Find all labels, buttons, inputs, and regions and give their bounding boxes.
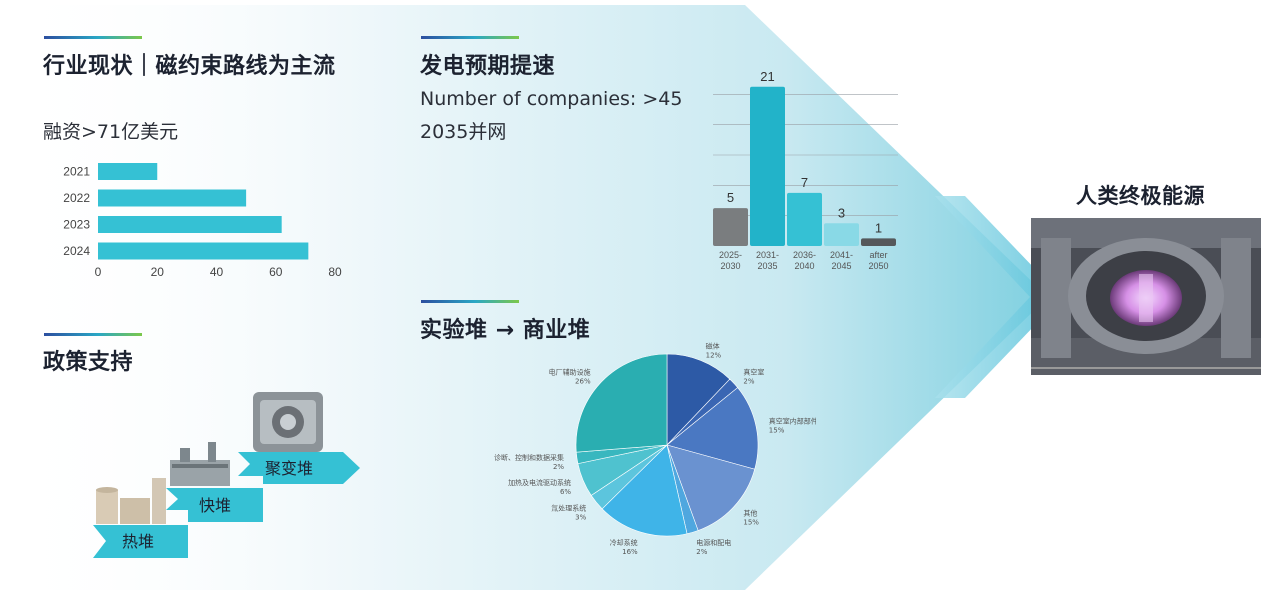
companies-period-label: 2050 (868, 261, 888, 271)
policy-title: 政策支持 (43, 350, 134, 375)
market-accent-bar (44, 36, 142, 39)
pie-slice-percent: 3% (575, 514, 586, 522)
companies-value-label: 3 (838, 205, 845, 220)
funding-year-label: 2024 (63, 244, 90, 258)
companies-bar (861, 238, 896, 246)
reactor-title: 实验堆 → 商业堆 (420, 318, 591, 343)
companies-value-label: 21 (760, 69, 774, 84)
companies-bar (750, 86, 785, 246)
pie-slice-percent: 15% (769, 427, 785, 435)
pie-slice-percent: 6% (560, 488, 571, 496)
funding-bar (98, 189, 247, 207)
thermal-plant-illustration (96, 478, 166, 524)
reactor-accent-bar (421, 300, 519, 303)
funding-bar-chart: 2021 2022 2023 2024 0 20 40 60 80 (63, 163, 342, 279)
funding-bar (98, 242, 309, 260)
companies-value-label: 5 (727, 190, 734, 205)
policy-accent-bar (44, 333, 142, 336)
pie-slice (575, 353, 668, 453)
energy-title: 人类终极能源 (1076, 184, 1205, 208)
fast-reactor-illustration (170, 442, 230, 486)
funding-axis-tick: 80 (328, 265, 342, 279)
pie-slice-percent: 16% (622, 548, 638, 555)
stair-label-fusion: 聚变堆 (265, 459, 313, 478)
pie-slice-label: 电厂辅助设施 (549, 367, 591, 376)
companies-period-label: 2035 (757, 261, 777, 271)
funding-axis-tick: 20 (151, 265, 165, 279)
pie-slice-percent: 2% (553, 463, 564, 471)
companies-period-label: 2040 (794, 261, 814, 271)
funding-axis-tick: 40 (210, 265, 224, 279)
pie-slice-label: 诊断、控制和数据采集 (494, 453, 564, 462)
pie-slice (666, 444, 756, 531)
pie-slice-label: 真空室内部部件 (769, 417, 816, 426)
power-grid-year: 2035并网 (420, 121, 507, 143)
funding-year-label: 2023 (63, 218, 90, 232)
power-companies: Number of companies: >45 (420, 88, 683, 110)
companies-bar-chart: 5 2025-2030 21 2031-2035 7 2036-2040 3 2041-204… (713, 69, 898, 271)
pie-slice-label: 其他 (743, 509, 757, 518)
market-title: 行业现状｜磁约束路线为主流 (43, 54, 336, 79)
step-fusion (238, 452, 360, 484)
companies-bar (824, 223, 859, 246)
power-title: 发电预期提速 (420, 54, 556, 79)
companies-period-label: 2045 (831, 261, 851, 271)
pie-slice (601, 444, 688, 537)
funding-bar (98, 163, 158, 180)
pie-slice-label: 冷却系统 (610, 538, 638, 547)
pie-slice-percent: 12% (706, 351, 722, 359)
funding-year-label: 2022 (63, 191, 90, 205)
pie-slice (666, 387, 759, 470)
pie-slice-label: 电源和配电 (696, 538, 731, 547)
companies-period-label: 2030 (720, 261, 740, 271)
companies-period-label: 2036- (793, 250, 816, 260)
pie-slice-label: 加热及电流驱动系统 (508, 478, 571, 487)
companies-period-label: 2041- (830, 250, 853, 260)
companies-value-label: 7 (801, 175, 808, 190)
companies-bar (787, 192, 822, 246)
funding-axis-tick: 0 (95, 265, 102, 279)
market-subtitle: 融资>71亿美元 (43, 121, 179, 143)
tokamak-illustration (1031, 218, 1261, 375)
funding-bar (98, 216, 282, 233)
pie-slice (666, 353, 731, 446)
cost-pie-chart: 磁体12%真空室2%真空室内部部件15%其他15%电源和配电2%冷却系统16%氚… (494, 341, 816, 555)
companies-bar (713, 208, 748, 246)
funding-year-label: 2021 (63, 165, 90, 179)
fusion-reactor-illustration (253, 392, 323, 452)
pie-slice-percent: 2% (743, 377, 754, 385)
pie-slice-label: 磁体 (706, 341, 720, 350)
power-accent-bar (421, 36, 519, 39)
pie-slice-percent: 15% (743, 519, 759, 527)
step-thermal (93, 525, 188, 558)
companies-period-label: 2025- (719, 250, 742, 260)
companies-period-label: 2031- (756, 250, 779, 260)
companies-period-label: after (869, 250, 887, 260)
step-fast (166, 488, 263, 522)
stair-label-fast: 快堆 (199, 496, 231, 515)
pie-slice-label: 氚处理系统 (551, 504, 586, 513)
reactor-evolution-stairs: 热堆 快堆 聚变堆 (93, 392, 360, 558)
pie-slice-label: 真空室 (743, 367, 764, 376)
pie-slice-percent: 2% (696, 548, 707, 555)
stair-label-thermal: 热堆 (122, 532, 154, 551)
pie-slice-percent: 26% (575, 377, 591, 385)
funding-axis-tick: 60 (269, 265, 283, 279)
tokamak-image (1031, 218, 1261, 375)
companies-value-label: 1 (875, 220, 882, 235)
